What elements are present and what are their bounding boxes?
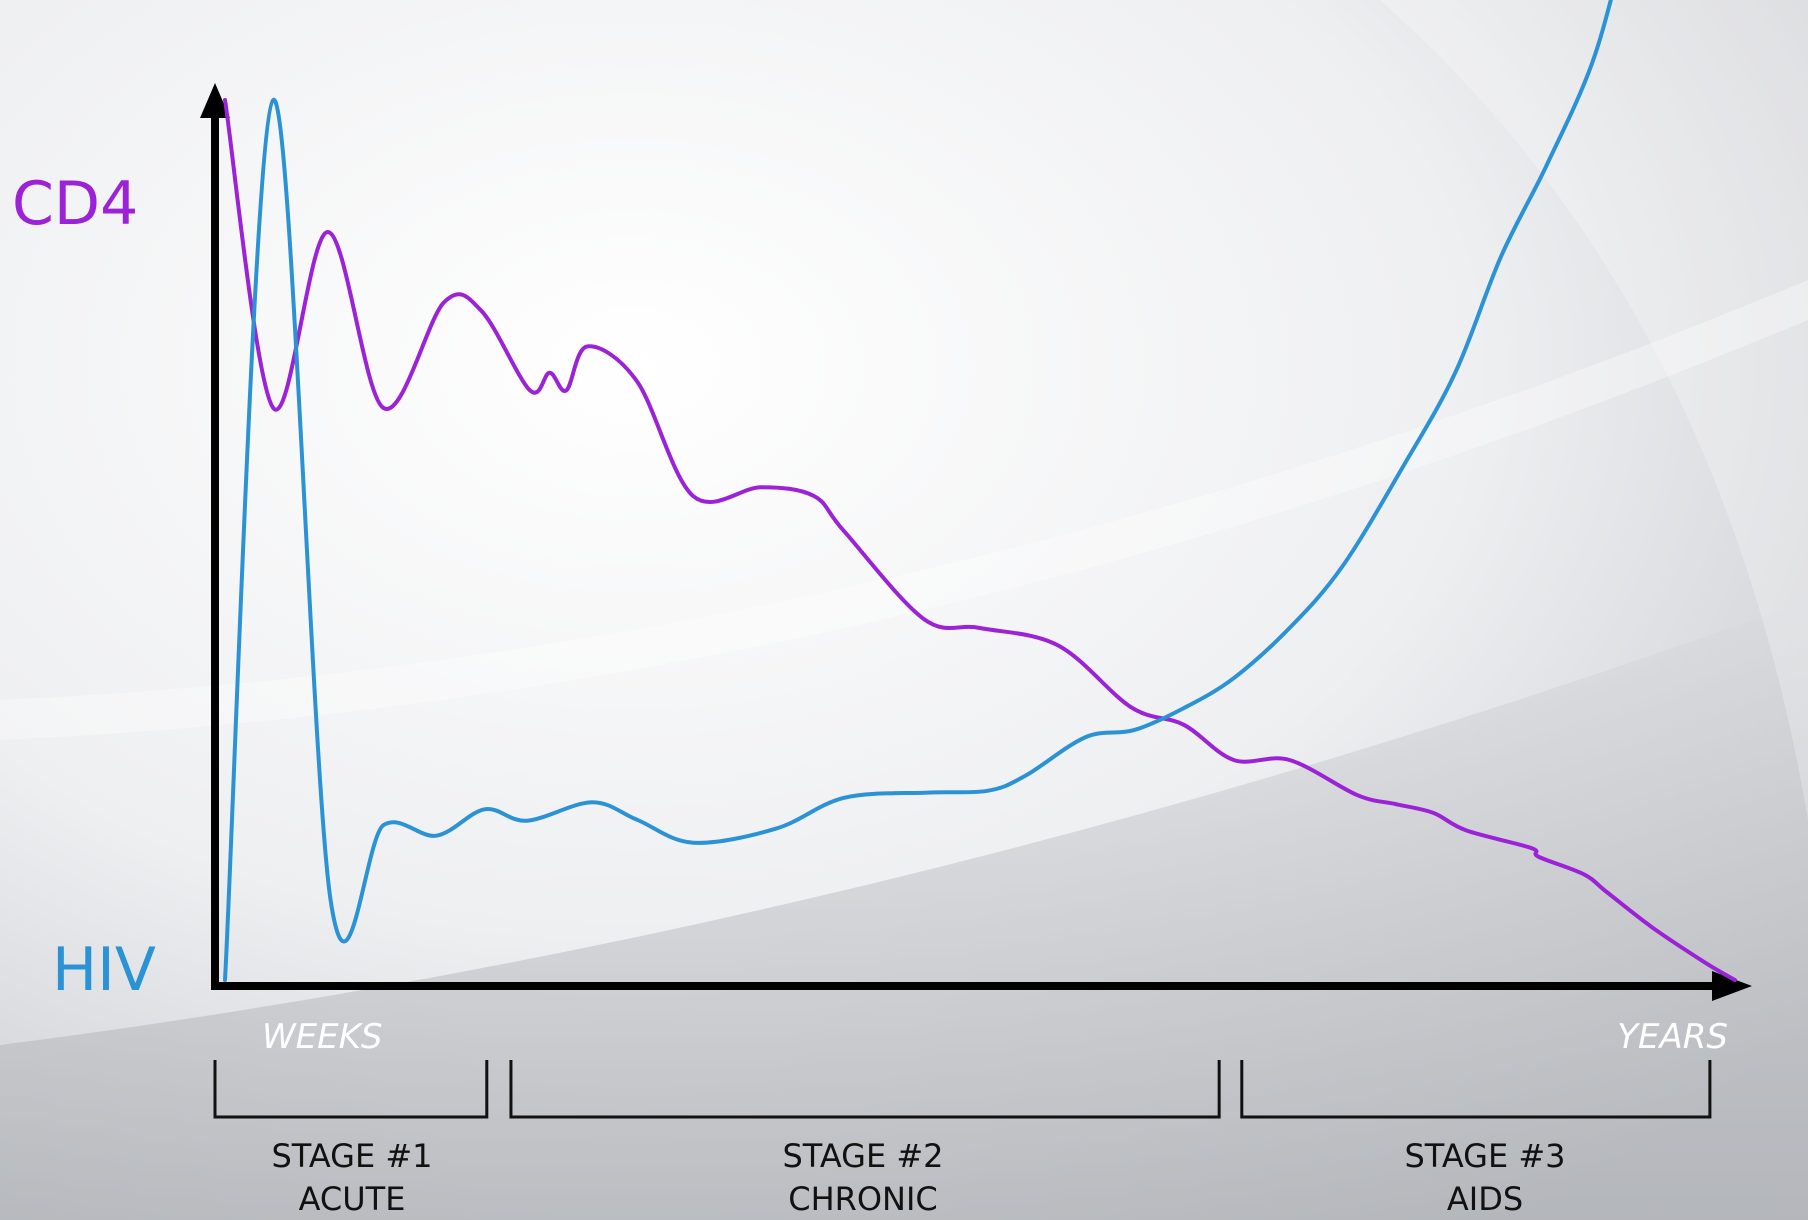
x-axis-end-label: YEARS <box>1617 1017 1728 1057</box>
series-line-cd4 <box>223 98 1737 982</box>
x-axis-arrowhead <box>1712 971 1752 1001</box>
x-axis-start-label: WEEKS <box>262 1017 382 1057</box>
series-line-hiv <box>223 0 1613 982</box>
stage-1-title: STAGE #1 <box>271 1137 432 1175</box>
stage-2-bracket <box>509 1060 1221 1119</box>
stage-1: STAGE #1 ACUTE <box>271 1137 432 1218</box>
axes <box>200 83 1752 1001</box>
stage-3-bracket <box>1240 1060 1712 1119</box>
hiv-series-label: HIV <box>52 935 156 1005</box>
stage-1-name: ACUTE <box>299 1180 406 1218</box>
stage-2-title: STAGE #2 <box>782 1137 943 1175</box>
stage-2: STAGE #2 CHRONIC <box>782 1137 943 1218</box>
stage-3: STAGE #3 AIDS <box>1404 1137 1565 1218</box>
stage-3-name: AIDS <box>1447 1180 1523 1218</box>
stage-3-title: STAGE #3 <box>1404 1137 1565 1175</box>
y-axis-arrowhead <box>200 83 230 118</box>
cd4-series-label: CD4 <box>12 169 138 239</box>
stage-2-name: CHRONIC <box>788 1180 938 1218</box>
stage-1-bracket <box>213 1060 489 1119</box>
